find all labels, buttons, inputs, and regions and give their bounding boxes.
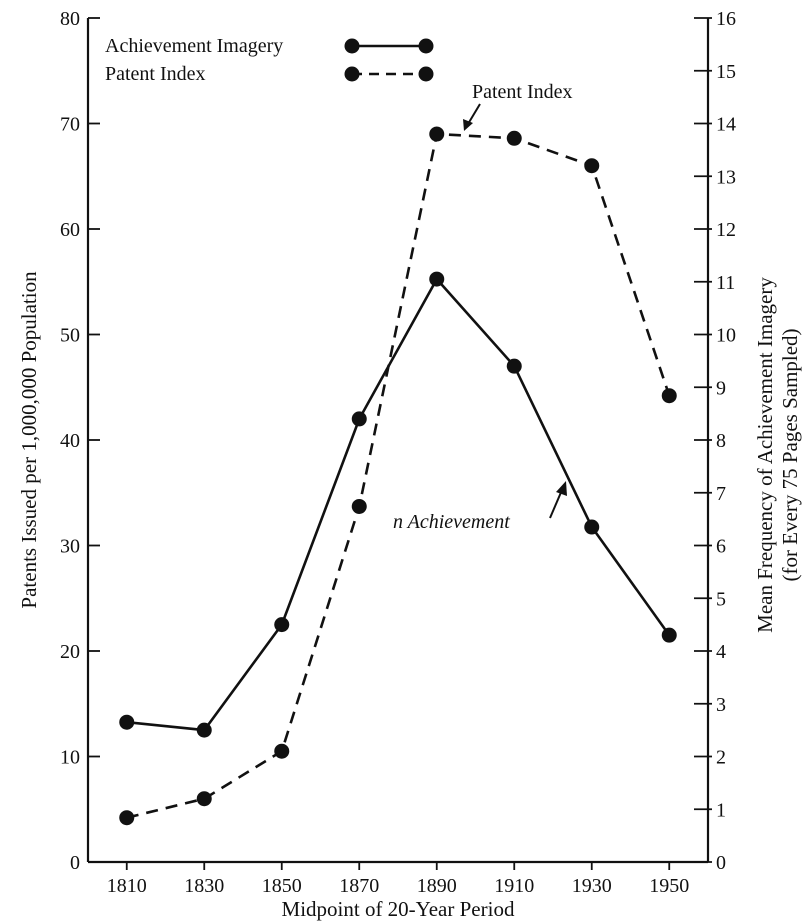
x-axis-title: Midpoint of 20-Year Period — [282, 897, 515, 921]
left-tick-group: 0 10 20 30 40 50 60 70 80 — [60, 8, 100, 874]
right-tick-label: 7 — [716, 483, 726, 505]
legend: Achievement Imagery Patent Index — [105, 35, 434, 85]
data-point-achievement-imagery — [584, 519, 600, 535]
right-tick-label: 3 — [716, 694, 726, 716]
data-point-patent-index — [429, 126, 445, 142]
data-point-patent-index — [351, 498, 367, 514]
right-tick-label: 13 — [716, 166, 736, 188]
right-tick-label: 4 — [716, 641, 726, 663]
left-tick-label: 40 — [60, 430, 80, 452]
legend-label-patent: Patent Index — [105, 63, 206, 85]
left-tick-label: 70 — [60, 114, 80, 136]
legend-swatch-patent-marker-right — [418, 66, 434, 82]
x-tick-label: 1910 — [494, 875, 534, 897]
annotation-patent-index-arrowhead — [463, 119, 473, 131]
data-point-patent-index — [196, 791, 212, 807]
left-tick-label: 20 — [60, 641, 80, 663]
annotation-patent-index-arrow — [467, 103, 481, 125]
right-tick-label: 5 — [716, 588, 726, 610]
x-tick-label: 1890 — [417, 875, 457, 897]
data-point-patent-index — [119, 810, 135, 826]
x-tick-label: 1810 — [107, 875, 147, 897]
data-point-achievement-imagery — [196, 722, 212, 738]
right-tick-label: 9 — [716, 377, 726, 399]
x-tick-label: 1930 — [572, 875, 612, 897]
x-tick-label: 1850 — [262, 875, 302, 897]
data-point-patent-index — [584, 158, 600, 174]
series-line-patent-index — [126, 132, 671, 819]
data-point-achievement-imagery — [661, 627, 677, 643]
left-tick-label: 80 — [60, 8, 80, 30]
annotation-n-achievement-arrowhead — [556, 481, 567, 496]
right-axis-title-line-2: (for Every 75 Pages Sampled) — [778, 328, 802, 581]
annotation-n-achievement-arrow — [549, 489, 563, 519]
data-point-patent-index — [661, 388, 677, 404]
right-tick-label: 12 — [716, 219, 736, 241]
x-tick-label: 1830 — [184, 875, 224, 897]
right-tick-label: 8 — [716, 430, 726, 452]
right-tick-label: 14 — [716, 114, 736, 136]
left-tick-label: 30 — [60, 536, 80, 558]
right-tick-label: 16 — [716, 8, 736, 30]
annotation-n-achievement-label: n Achievement — [393, 511, 510, 533]
data-point-achievement-imagery — [429, 271, 445, 287]
right-tick-label: 1 — [716, 799, 726, 821]
left-tick-label: 60 — [60, 219, 80, 241]
right-tick-label: 6 — [716, 536, 726, 558]
legend-swatch-achievement-marker-left — [344, 38, 360, 54]
data-point-patent-index — [274, 743, 290, 759]
x-tick-label: 1950 — [649, 875, 689, 897]
data-point-achievement-imagery — [274, 617, 290, 633]
left-tick-label: 0 — [70, 852, 80, 874]
right-tick-label: 15 — [716, 61, 736, 83]
data-point-patent-index — [506, 130, 522, 146]
x-tick-group: 1810 1830 1850 1870 1890 1910 1930 1950 — [107, 862, 689, 897]
left-tick-label: 50 — [60, 325, 80, 347]
left-tick-label: 10 — [60, 747, 80, 769]
legend-swatch-patent-marker-left — [344, 66, 360, 82]
x-tick-label: 1870 — [339, 875, 379, 897]
right-tick-label: 0 — [716, 852, 726, 874]
right-axis-title-line-1: Mean Frequency of Achievement Imagery — [753, 277, 777, 633]
left-axis-title: Patents Issued per 1,000,000 Population — [17, 271, 41, 609]
data-point-achievement-imagery — [119, 714, 135, 730]
data-point-achievement-imagery — [351, 411, 367, 427]
legend-label-achievement: Achievement Imagery — [105, 35, 283, 57]
annotation-n-achievement: n Achievement — [393, 481, 567, 533]
right-tick-label: 2 — [716, 747, 726, 769]
annotation-patent-index: Patent Index — [463, 81, 573, 131]
series-layer — [119, 126, 677, 826]
data-point-achievement-imagery — [506, 358, 522, 374]
legend-swatch-achievement-marker-right — [418, 38, 434, 54]
annotation-patent-index-label: Patent Index — [472, 81, 573, 103]
right-tick-label: 10 — [716, 325, 736, 347]
series-line-achievement-imagery — [126, 276, 671, 732]
right-tick-label: 11 — [716, 272, 735, 294]
